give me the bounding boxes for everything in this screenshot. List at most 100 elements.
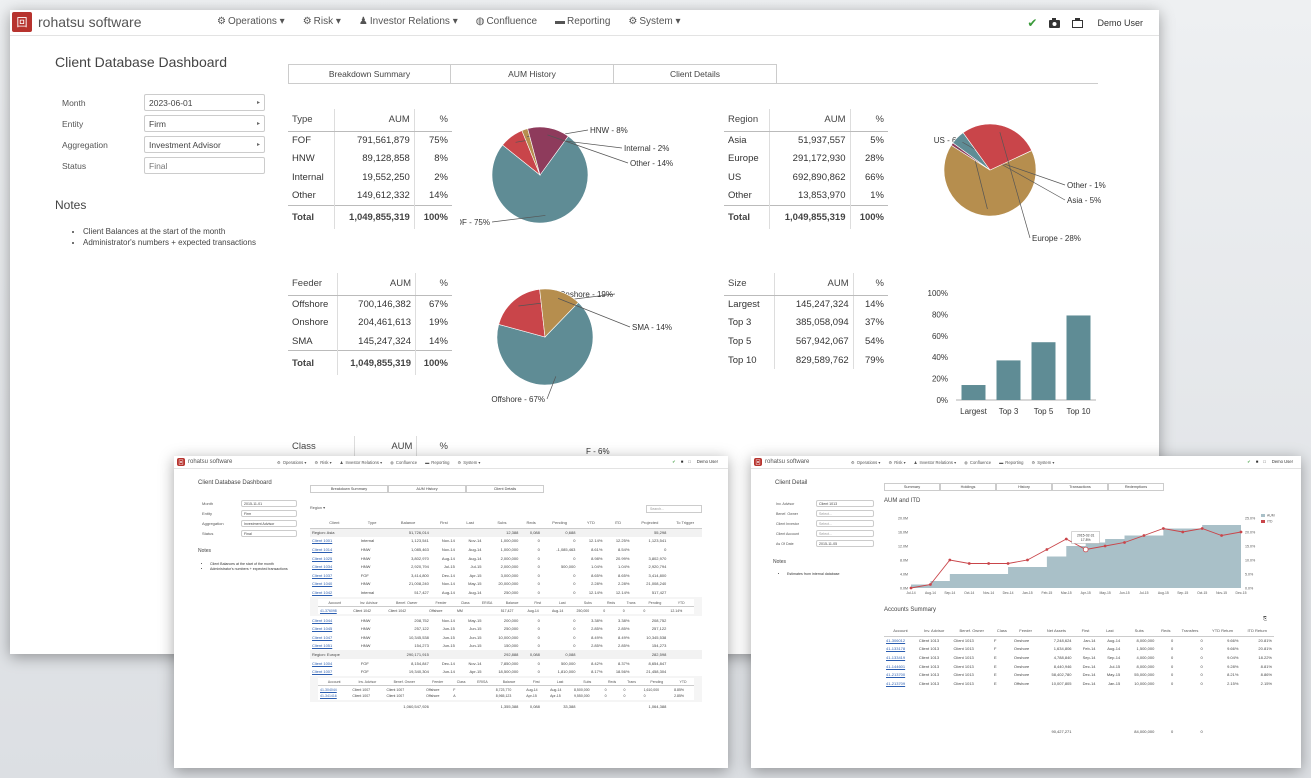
column-header[interactable]: Class [454,598,476,608]
itd-point[interactable] [1045,548,1049,551]
filter-input[interactable]: Client 1013 [816,500,874,507]
column-header[interactable]: Feeder [1011,625,1040,637]
column-header[interactable]: Reds [1156,625,1176,637]
sub1-camera-icon[interactable]: ■ [680,459,684,464]
sub2-menu-item-2[interactable]: ♟ Investor Relations ▾ [914,460,957,465]
export-icon[interactable]: ⎘ [1263,616,1268,622]
filter-input[interactable]: Select... [816,520,874,527]
region-group-row[interactable]: Region: Europe 290,171,915 292,888 0,088 0,0… [310,650,702,659]
table-row[interactable]: Client 1051 HNW 154,273 Jun-15 Jun-15 150,000… [310,642,702,651]
table-row[interactable]: Client 1025 HNW 3,802,970 Aug-14 Aug-14 2,000… [310,554,702,563]
column-header[interactable]: ITD Return [1240,625,1274,637]
sub1-search-input[interactable]: Search... [646,505,702,513]
itd-point[interactable] [1142,534,1146,537]
itd-point[interactable] [1200,527,1204,530]
column-header[interactable]: YTD [577,517,605,529]
column-header[interactable]: Last [456,517,484,529]
column-header[interactable]: Benef. Owner [951,625,992,637]
table-row[interactable]: Client 1037 FOF 3,414,800 Dec-14 Apr-15 3,000… [310,571,702,580]
column-header[interactable]: Type [358,517,386,529]
menu-item-4[interactable]: ▬ Reporting [555,16,610,27]
client-detail-window-preview[interactable]: 回 rohatsu software ⚙ Operations ▾ ⚙ Risk ▾ ♟… [751,456,1301,768]
filter-status-readonly[interactable]: Final [144,157,265,174]
pie-slice[interactable] [496,302,594,386]
table-row[interactable]: 41-133178 Client 1013 Client 1013 F Onshore 1… [884,645,1274,654]
column-header[interactable]: Benef. Owner [384,677,425,687]
table-row[interactable]: 41-213700 Client 1013 Client 1013 E Onshore 5… [884,670,1274,679]
column-header[interactable]: First [524,677,549,687]
column-header[interactable]: % [414,109,452,132]
column-header[interactable]: Class [991,625,1012,637]
column-header[interactable]: Client [310,517,359,529]
column-header[interactable]: % [853,273,888,296]
pie-slice[interactable] [498,288,546,338]
filter-input[interactable]: Investment Advisor [241,520,297,527]
column-header[interactable]: Inv. Advisor [350,677,385,687]
menu-item-2[interactable]: ♟ Investor Relations ▾ [359,16,458,27]
column-header[interactable]: Reds [520,517,542,529]
column-header[interactable]: AUM [354,436,418,459]
sub1-region-filter[interactable]: Region ▾ [310,506,326,510]
column-header[interactable]: Last [548,677,573,687]
check-icon[interactable]: ✔ [1027,16,1038,30]
menu-item-3[interactable]: ◍ Confluence [476,16,537,27]
column-header[interactable]: To Trigger [668,517,702,529]
table-row[interactable]: Client 1040 HNW 21,008,240 Nov-14 May-15 20,0… [310,580,702,589]
sub2-check-icon[interactable]: ✔ [1247,459,1251,464]
legend-label[interactable]: AUM [1267,514,1275,518]
sub1-menu-item-0[interactable]: ⚙ Operations ▾ [277,460,307,465]
brand-logo[interactable]: 回 rohatsu software [12,12,142,32]
column-header[interactable]: ERISA [475,598,499,608]
pie-slice[interactable] [962,123,1033,171]
column-header[interactable]: Pending [541,517,578,529]
filter-input[interactable]: Firm [241,510,297,517]
column-header[interactable]: Inv. Advisor [351,598,387,608]
column-header[interactable]: Pending [641,677,673,687]
bar[interactable] [1031,342,1056,400]
legend-label[interactable]: ITD [1267,520,1273,524]
bar[interactable] [961,385,986,400]
sub1-menu-item-5[interactable]: ⚙ System ▾ [457,460,480,465]
camera-icon[interactable] [1049,18,1061,28]
sub1-window-icon[interactable]: □ [688,459,691,464]
itd-point[interactable] [1064,537,1068,541]
sub2-tab[interactable]: Summary [884,483,940,491]
window-icon[interactable] [1072,18,1084,28]
itd-point[interactable] [1006,562,1010,565]
filter-aggregation-select[interactable]: Investment Advisor ▸ [144,136,265,153]
sub2-tab[interactable]: Redemptions [1108,483,1164,491]
menu-item-1[interactable]: ⚙ Risk ▾ [303,16,341,27]
column-header[interactable]: Account [318,677,351,687]
table-row[interactable]: Client 1034 HNW 2,920,794 Jul-15 Jul-15 2,000… [310,562,702,571]
table-row[interactable]: 41-133419 Client 1013 Client 1013 E Onshore 4… [884,653,1274,662]
table-row[interactable]: 41-213709 Client 1013 Client 1013 E Offshore… [884,679,1274,688]
itd-point[interactable] [929,583,932,586]
table-row[interactable]: Client 1004 FOF 8,154,847 Dec-14 Nov-14 7,850… [310,659,702,668]
column-header[interactable]: Reds [601,598,621,608]
sub2-menu-item-4[interactable]: ▬ Reporting [999,460,1023,465]
filter-month-select[interactable]: 2023-06-01 ▸ [144,94,265,111]
column-header[interactable]: Trans [620,598,642,608]
sub1-check-icon[interactable]: ✔ [672,459,676,464]
column-header[interactable]: Subs [572,677,603,687]
column-header[interactable]: Last [550,598,575,608]
column-header[interactable]: First [525,598,550,608]
sub2-tab[interactable]: Transactions [1052,483,1108,491]
column-header[interactable]: Class [288,436,355,459]
itd-point[interactable] [1220,534,1223,537]
column-header[interactable]: Trans [621,677,642,687]
sub2-camera-icon[interactable]: ■ [1255,459,1259,464]
bar[interactable] [996,360,1021,400]
sub2-tab[interactable]: History [996,483,1052,491]
column-header[interactable]: Account [884,625,917,637]
column-header[interactable]: Account [318,598,352,608]
column-header[interactable]: Balance [493,677,525,687]
sub2-menu-item-0[interactable]: ⚙ Operations ▾ [851,460,881,465]
column-header[interactable]: Projected [631,517,669,529]
column-header[interactable]: % [850,109,888,132]
column-header[interactable]: Balance [498,598,526,608]
filter-input[interactable]: 2015-11-05 [816,540,874,547]
menu-item-5[interactable]: ⚙ System ▾ [628,16,680,27]
column-header[interactable]: Reds [602,677,622,687]
itd-point[interactable] [1103,544,1107,548]
